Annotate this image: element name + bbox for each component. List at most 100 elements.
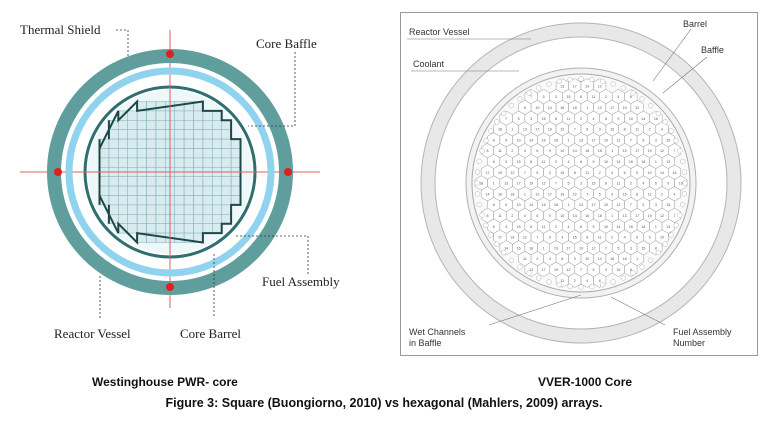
fuel-assembly-number: 13 [535, 192, 539, 196]
fuel-assembly-number: 15 [542, 117, 546, 121]
fuel-assembly-number: 18 [598, 149, 602, 153]
fuel-assembly-number: 2 [536, 257, 538, 261]
fuel-assembly-number: 16 [629, 160, 633, 164]
wet-channel [488, 232, 494, 238]
fuel-assembly-number: 14 [485, 192, 489, 196]
fuel-assembly-number: 10 [560, 149, 564, 153]
fuel-assembly-number: 10 [629, 117, 633, 121]
fuel-assembly-number: 17 [567, 246, 571, 250]
fuel-assembly-number: 15 [591, 182, 595, 186]
fuel-assembly-number: 6 [580, 160, 582, 164]
wet-channel [630, 90, 636, 96]
fuel-assembly-number: 4 [549, 257, 551, 261]
fuel-assembly-number: 8 [486, 149, 488, 153]
fuel-assembly-number: 3 [580, 182, 582, 186]
fuel-assembly-number: 9 [649, 236, 651, 240]
fuel-assembly-number: 17 [542, 268, 546, 272]
marker-left [54, 168, 62, 176]
wet-channel [546, 81, 552, 87]
fuel-assembly-number: 5 [586, 128, 588, 132]
fuel-assembly-number: 1 [511, 128, 513, 132]
fuel-assembly-number: 16 [542, 203, 546, 207]
fuel-assembly-number: 7 [555, 182, 557, 186]
marker-right [284, 168, 292, 176]
fuel-assembly-number: 15 [610, 128, 614, 132]
fuel-assembly-number: 15 [666, 138, 670, 142]
fuel-assembly-number: 8 [655, 246, 657, 250]
wet-channel [647, 103, 654, 109]
fuel-assembly-number: 13 [523, 128, 527, 132]
fuel-assembly-number: 17 [485, 171, 489, 175]
fuel-assembly-number: 13 [623, 149, 627, 153]
fuel-assembly-number: 16 [585, 149, 589, 153]
fuel-assembly-number: 14 [616, 160, 620, 164]
fuel-assembly-number: 5 [493, 225, 495, 229]
fuel-assembly-number: 13 [598, 106, 602, 110]
fuel-assembly-number: 10 [604, 225, 608, 229]
fuel-assembly-number: 19 [560, 192, 564, 196]
fuel-assembly-number: 15 [517, 225, 521, 229]
wet-channel [508, 257, 515, 263]
fuel-assembly-number: 12 [591, 246, 595, 250]
fuel-assembly-number: 2 [574, 279, 576, 283]
wet-channel [501, 249, 507, 256]
fuel-assembly-number: 3 [655, 203, 657, 207]
fuel-assembly-number: 10 [660, 236, 664, 240]
fuel-assembly-number: 3 [561, 236, 563, 240]
fuel-assembly-number: 12 [616, 138, 620, 142]
westinghouse-core-diagram: Thermal Shield Core Baffle Fuel Assembly… [8, 8, 360, 356]
baffle-label: Baffle [701, 45, 724, 55]
marker-top [166, 50, 174, 58]
fuel-assembly-number: 14 [660, 171, 664, 175]
wet-channel [610, 81, 616, 87]
wet-channel [546, 279, 552, 285]
fuel-assembly-number: 7 [505, 117, 507, 121]
fuel-assembly-leader [236, 235, 309, 274]
fuel-assembly-number: 1 [611, 214, 613, 218]
wet-channel [483, 138, 489, 144]
fuel-assembly-number: 18 [623, 257, 627, 261]
wet-channel [677, 148, 683, 154]
wet-channel [479, 212, 485, 218]
wet-channel [589, 283, 595, 290]
fuel-assembly-number: 19 [510, 236, 514, 240]
wet-channel [526, 270, 532, 276]
fuel-assembly-number: 11 [585, 171, 589, 175]
fuel-assembly-number: 12 [542, 182, 546, 186]
wet-channel [673, 222, 679, 228]
wet-channel [681, 169, 688, 175]
fuel-assembly-number: 19 [604, 138, 608, 142]
fuel-assembly-number: 13 [666, 225, 670, 229]
fuel-assembly-number: 5 [518, 117, 520, 121]
wet-channel [578, 76, 584, 82]
fuel-assembly-number: 7 [586, 192, 588, 196]
fuel-assembly-number: 7 [674, 214, 676, 218]
fuel-assembly-number: 14 [548, 106, 552, 110]
wet-channel [668, 232, 674, 238]
fuel-assembly-number: 18 [510, 192, 514, 196]
fuel-assembly-number: 6 [536, 214, 538, 218]
fuel-assembly-number: 7 [524, 171, 526, 175]
fuel-assembly-number: 17 [635, 214, 639, 218]
fuel-assembly-number: 16 [629, 225, 633, 229]
fuel-assembly-number: 11 [542, 160, 546, 164]
wet-channels-leader [488, 294, 582, 326]
fuel-assembly-number: 2 [661, 192, 663, 196]
fuel-assembly-number: 2 [555, 160, 557, 164]
core-baffle-leader [248, 52, 296, 127]
fuel-assembly-number: 4 [568, 160, 570, 164]
fuel-assembly-number: 15 [567, 95, 571, 99]
fuel-assembly-number: 19 [579, 246, 583, 250]
fuel-assembly-number: 18 [498, 128, 502, 132]
fuel-assembly-number: 6 [536, 149, 538, 153]
fuel-assembly-number: 13 [623, 214, 627, 218]
fuel-assembly-number: 5 [549, 236, 551, 240]
wet-channel [556, 282, 563, 288]
fuel-assembly-number: 2 [630, 182, 632, 186]
fuel-assembly-number: 6 [655, 182, 657, 186]
wet-channel [639, 96, 645, 102]
fuel-assembly-number: 12 [567, 268, 571, 272]
fuel-assembly-number: 16 [585, 214, 589, 218]
wet-channel [474, 191, 481, 197]
fuel-assembly-number: 1 [611, 149, 613, 153]
